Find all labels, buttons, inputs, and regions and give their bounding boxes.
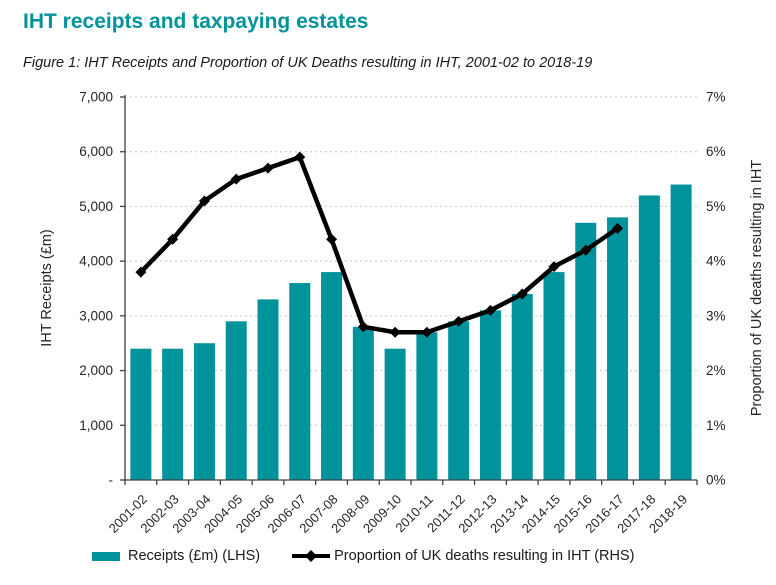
right-axis-title: Proportion of UK deaths resulting in IHT xyxy=(749,159,765,417)
diamond-marker xyxy=(198,195,210,207)
diamond-marker xyxy=(484,304,496,316)
right-axis-tick-label: 7% xyxy=(706,90,726,105)
diamond-marker xyxy=(294,151,306,163)
bar-2009-10 xyxy=(384,348,406,480)
right-axis-tick-label: 3% xyxy=(706,308,726,323)
left-axis-tick-label: 2,000 xyxy=(79,363,113,378)
right-axis-tick-label: 2% xyxy=(706,363,726,378)
legend-bar-swatch-icon xyxy=(92,551,120,561)
bar-2013-14 xyxy=(511,293,533,480)
diamond-marker xyxy=(135,266,147,278)
diamond-marker xyxy=(167,233,179,245)
diamond-marker xyxy=(357,321,369,333)
right-axis-tick-label: 6% xyxy=(706,144,726,159)
diamond-marker xyxy=(230,173,242,185)
left-axis-tick-label: 1,000 xyxy=(79,418,113,433)
bar-2017-18 xyxy=(638,195,660,480)
diamond-marker xyxy=(580,244,592,256)
diamond-marker xyxy=(421,326,433,338)
diamond-marker xyxy=(453,315,465,327)
right-axis-tick-label: 4% xyxy=(706,254,726,269)
diamond-marker xyxy=(516,288,528,300)
page-title: IHT receipts and taxpaying estates xyxy=(23,10,369,33)
right-axis-tick-label: 5% xyxy=(706,199,726,214)
bar-2015-16 xyxy=(575,222,597,481)
legend-line-marker-icon xyxy=(292,549,331,563)
right-axis-tick-label: 1% xyxy=(706,418,726,433)
bar-2005-06 xyxy=(257,299,279,480)
diamond-marker xyxy=(548,261,560,273)
diamond-marker xyxy=(262,162,274,174)
bar-2012-13 xyxy=(479,310,501,480)
bar-2014-15 xyxy=(543,272,565,480)
left-axis-tick-label: 6,000 xyxy=(79,144,113,159)
diamond-marker xyxy=(326,233,338,245)
left-axis-tick-label: 7,000 xyxy=(79,90,113,105)
bar-2008-09 xyxy=(352,326,374,480)
left-axis-tick-label: 5,000 xyxy=(79,199,113,214)
left-axis-tick-label: - xyxy=(109,473,114,488)
diamond-marker xyxy=(389,326,401,338)
bar-2007-08 xyxy=(321,272,343,480)
right-axis-tick-label: 0% xyxy=(706,473,726,488)
bar-2004-05 xyxy=(225,321,247,480)
proportion-line xyxy=(138,154,620,335)
legend-bar-label: Receipts (£m) (LHS) xyxy=(128,548,261,564)
bar-2001-02 xyxy=(130,348,152,480)
bar-2016-17 xyxy=(607,217,629,480)
bar-2018-19 xyxy=(670,184,692,481)
bar-2010-11 xyxy=(416,332,438,480)
left-axis-title: IHT Receipts (£m) xyxy=(39,229,55,347)
bar-2011-12 xyxy=(448,321,470,480)
bar-2006-07 xyxy=(289,283,311,480)
bar-2003-04 xyxy=(193,343,215,480)
bar-2002-03 xyxy=(162,348,184,480)
left-axis-tick-label: 3,000 xyxy=(79,308,113,323)
figure-caption: Figure 1: IHT Receipts and Proportion of… xyxy=(23,55,593,71)
diamond-marker xyxy=(612,222,624,234)
legend: Receipts (£m) (LHS) Proportion of UK dea… xyxy=(92,548,634,564)
left-axis-tick-label: 4,000 xyxy=(79,254,113,269)
legend-line-label: Proportion of UK deaths resulting in IHT… xyxy=(334,548,635,564)
